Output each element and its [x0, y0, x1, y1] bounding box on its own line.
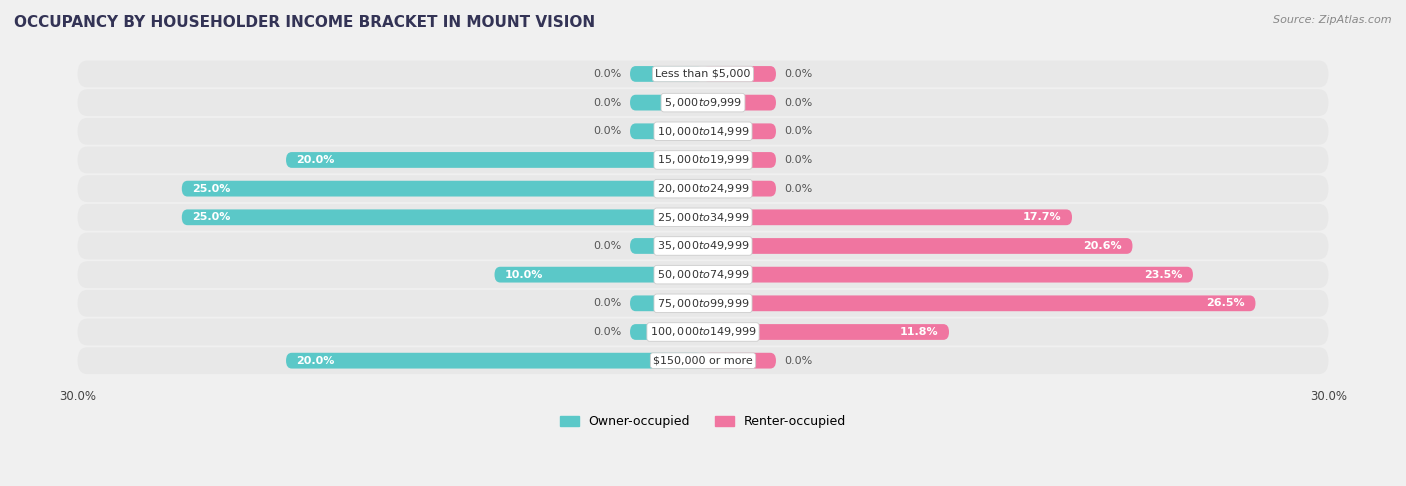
- Legend: Owner-occupied, Renter-occupied: Owner-occupied, Renter-occupied: [555, 410, 851, 434]
- FancyBboxPatch shape: [630, 238, 703, 254]
- Text: $100,000 to $149,999: $100,000 to $149,999: [650, 326, 756, 338]
- Text: 0.0%: 0.0%: [785, 126, 813, 136]
- FancyBboxPatch shape: [630, 324, 703, 340]
- Text: 0.0%: 0.0%: [785, 356, 813, 365]
- Text: $150,000 or more: $150,000 or more: [654, 356, 752, 365]
- Text: 25.0%: 25.0%: [193, 184, 231, 193]
- Text: 0.0%: 0.0%: [593, 126, 621, 136]
- FancyBboxPatch shape: [703, 123, 776, 139]
- Text: $20,000 to $24,999: $20,000 to $24,999: [657, 182, 749, 195]
- Text: 25.0%: 25.0%: [193, 212, 231, 222]
- FancyBboxPatch shape: [630, 295, 703, 311]
- FancyBboxPatch shape: [77, 118, 1329, 145]
- FancyBboxPatch shape: [703, 95, 776, 110]
- Text: 0.0%: 0.0%: [593, 241, 621, 251]
- FancyBboxPatch shape: [77, 290, 1329, 317]
- Text: 20.0%: 20.0%: [297, 155, 335, 165]
- FancyBboxPatch shape: [495, 267, 703, 282]
- FancyBboxPatch shape: [703, 66, 776, 82]
- Text: $15,000 to $19,999: $15,000 to $19,999: [657, 154, 749, 167]
- FancyBboxPatch shape: [285, 353, 703, 368]
- Text: 20.6%: 20.6%: [1084, 241, 1122, 251]
- FancyBboxPatch shape: [77, 175, 1329, 202]
- FancyBboxPatch shape: [703, 238, 1132, 254]
- Text: 11.8%: 11.8%: [900, 327, 939, 337]
- Text: 17.7%: 17.7%: [1024, 212, 1062, 222]
- Text: 0.0%: 0.0%: [785, 69, 813, 79]
- FancyBboxPatch shape: [77, 204, 1329, 231]
- Text: 0.0%: 0.0%: [593, 327, 621, 337]
- Text: 0.0%: 0.0%: [593, 69, 621, 79]
- Text: Less than $5,000: Less than $5,000: [655, 69, 751, 79]
- Text: 20.0%: 20.0%: [297, 356, 335, 365]
- FancyBboxPatch shape: [630, 123, 703, 139]
- Text: 0.0%: 0.0%: [593, 298, 621, 308]
- FancyBboxPatch shape: [630, 66, 703, 82]
- Text: OCCUPANCY BY HOUSEHOLDER INCOME BRACKET IN MOUNT VISION: OCCUPANCY BY HOUSEHOLDER INCOME BRACKET …: [14, 15, 595, 30]
- Text: 0.0%: 0.0%: [785, 155, 813, 165]
- FancyBboxPatch shape: [181, 181, 703, 196]
- FancyBboxPatch shape: [77, 233, 1329, 260]
- FancyBboxPatch shape: [630, 95, 703, 110]
- FancyBboxPatch shape: [77, 89, 1329, 116]
- FancyBboxPatch shape: [703, 324, 949, 340]
- Text: 0.0%: 0.0%: [785, 184, 813, 193]
- FancyBboxPatch shape: [703, 267, 1192, 282]
- Text: $25,000 to $34,999: $25,000 to $34,999: [657, 211, 749, 224]
- FancyBboxPatch shape: [703, 209, 1071, 225]
- FancyBboxPatch shape: [77, 61, 1329, 87]
- Text: $10,000 to $14,999: $10,000 to $14,999: [657, 125, 749, 138]
- Text: $50,000 to $74,999: $50,000 to $74,999: [657, 268, 749, 281]
- Text: $5,000 to $9,999: $5,000 to $9,999: [664, 96, 742, 109]
- FancyBboxPatch shape: [703, 181, 776, 196]
- Text: $75,000 to $99,999: $75,000 to $99,999: [657, 297, 749, 310]
- Text: 0.0%: 0.0%: [785, 98, 813, 107]
- FancyBboxPatch shape: [285, 152, 703, 168]
- Text: Source: ZipAtlas.com: Source: ZipAtlas.com: [1274, 15, 1392, 25]
- FancyBboxPatch shape: [77, 261, 1329, 288]
- FancyBboxPatch shape: [181, 209, 703, 225]
- FancyBboxPatch shape: [77, 347, 1329, 374]
- FancyBboxPatch shape: [77, 319, 1329, 346]
- FancyBboxPatch shape: [703, 295, 1256, 311]
- FancyBboxPatch shape: [703, 353, 776, 368]
- Text: $35,000 to $49,999: $35,000 to $49,999: [657, 240, 749, 252]
- Text: 26.5%: 26.5%: [1206, 298, 1246, 308]
- FancyBboxPatch shape: [703, 152, 776, 168]
- Text: 10.0%: 10.0%: [505, 270, 543, 279]
- FancyBboxPatch shape: [77, 147, 1329, 174]
- Text: 23.5%: 23.5%: [1144, 270, 1182, 279]
- Text: 0.0%: 0.0%: [593, 98, 621, 107]
